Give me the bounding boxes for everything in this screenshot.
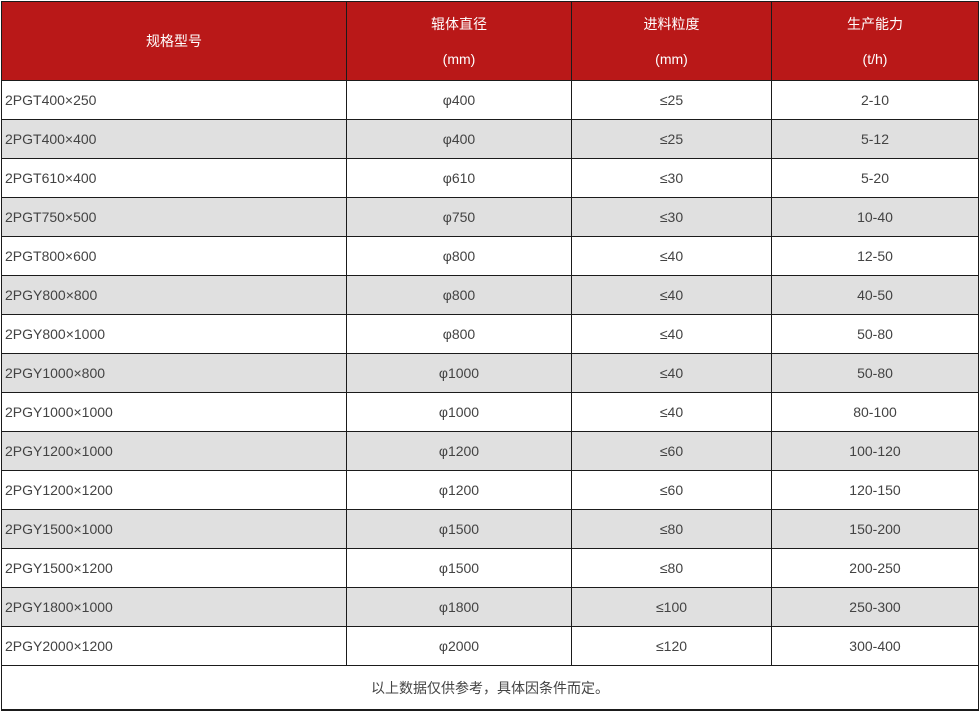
table-row: 2PGT400×400 φ400 ≤25 5-12	[1, 119, 979, 159]
header-row: 规格型号 辊体直径 (mm) 进料粒度 (mm) 生产能力 (t/h)	[1, 1, 979, 81]
value-cell: 10-40	[771, 197, 979, 237]
value-cell: 2-10	[771, 80, 979, 120]
value-cell: ≤60	[571, 431, 772, 471]
model-cell: 2PGT610×400	[1, 158, 347, 198]
value-cell: ≤60	[571, 470, 772, 510]
model-cell: 2PGY1000×1000	[1, 392, 347, 432]
value-cell: φ1500	[346, 509, 572, 549]
header-roller-diameter-label: 辊体直径	[431, 15, 487, 32]
value-cell: φ1200	[346, 431, 572, 471]
table-row: 2PGY1200×1000 φ1200 ≤60 100-120	[1, 431, 979, 471]
value-cell: ≤80	[571, 548, 772, 588]
model-cell: 2PGY1500×1200	[1, 548, 347, 588]
header-feed-size-label: 进料粒度	[643, 15, 700, 32]
value-cell: φ610	[346, 158, 572, 198]
value-cell: φ800	[346, 275, 572, 315]
value-cell: 40-50	[771, 275, 979, 315]
table-row: 2PGY1000×800 φ1000 ≤40 50-80	[1, 353, 979, 393]
value-cell: 120-150	[771, 470, 979, 510]
value-cell: φ1800	[346, 587, 572, 627]
value-cell: ≤30	[571, 197, 772, 237]
value-cell: φ750	[346, 197, 572, 237]
value-cell: 100-120	[771, 431, 979, 471]
model-cell: 2PGT750×500	[1, 197, 347, 237]
value-cell: ≤80	[571, 509, 772, 549]
table-row: 2PGT400×250 φ400 ≤25 2-10	[1, 80, 979, 120]
value-cell: φ1200	[346, 470, 572, 510]
value-cell: φ1000	[346, 353, 572, 393]
model-cell: 2PGY1000×800	[1, 353, 347, 393]
value-cell: 5-12	[771, 119, 979, 159]
value-cell: ≤40	[571, 353, 772, 393]
value-cell: ≤40	[571, 314, 772, 354]
spec-table-body: 2PGT400×250 φ400 ≤25 2-10 2PGT400×400 φ400 ≤25…	[1, 80, 979, 666]
model-cell: 2PGT400×400	[1, 119, 347, 159]
table-row: 2PGY1200×1200 φ1200 ≤60 120-150	[1, 470, 979, 510]
footnote-row: 以上数据仅供参考，具体因条件而定。	[1, 665, 979, 711]
value-cell: ≤25	[571, 80, 772, 120]
model-cell: 2PGT800×600	[1, 236, 347, 276]
footnote: 以上数据仅供参考，具体因条件而定。	[1, 665, 979, 711]
value-cell: φ1500	[346, 548, 572, 588]
model-cell: 2PGY1200×1200	[1, 470, 347, 510]
header-feed-size-unit: (mm)	[655, 50, 688, 67]
value-cell: 50-80	[771, 353, 979, 393]
value-cell: φ400	[346, 80, 572, 120]
value-cell: 150-200	[771, 509, 979, 549]
header-capacity: 生产能力 (t/h)	[771, 1, 979, 81]
spec-table-footer: 以上数据仅供参考，具体因条件而定。	[1, 665, 979, 711]
value-cell: 200-250	[771, 548, 979, 588]
model-cell: 2PGY800×1000	[1, 314, 347, 354]
model-cell: 2PGY1500×1000	[1, 509, 347, 549]
table-row: 2PGY800×1000 φ800 ≤40 50-80	[1, 314, 979, 354]
value-cell: ≤40	[571, 236, 772, 276]
header-capacity-label: 生产能力	[847, 15, 903, 32]
header-capacity-unit: (t/h)	[862, 50, 888, 67]
header-roller-diameter: 辊体直径 (mm)	[346, 1, 572, 81]
value-cell: φ2000	[346, 626, 572, 666]
value-cell: φ800	[346, 314, 572, 354]
value-cell: 250-300	[771, 587, 979, 627]
table-row: 2PGT750×500 φ750 ≤30 10-40	[1, 197, 979, 237]
model-cell: 2PGY800×800	[1, 275, 347, 315]
value-cell: ≤25	[571, 119, 772, 159]
header-roller-diameter-unit: (mm)	[442, 50, 476, 67]
table-row: 2PGY2000×1200 φ2000 ≤120 300-400	[1, 626, 979, 666]
value-cell: 80-100	[771, 392, 979, 432]
header-model: 规格型号	[1, 1, 347, 81]
header-model-label: 规格型号	[146, 33, 202, 49]
value-cell: 12-50	[771, 236, 979, 276]
value-cell: 300-400	[771, 626, 979, 666]
value-cell: ≤40	[571, 392, 772, 432]
model-cell: 2PGY2000×1200	[1, 626, 347, 666]
value-cell: ≤100	[571, 587, 772, 627]
model-cell: 2PGT400×250	[1, 80, 347, 120]
model-cell: 2PGY1200×1000	[1, 431, 347, 471]
table-row: 2PGY800×800 φ800 ≤40 40-50	[1, 275, 979, 315]
table-row: 2PGY1500×1200 φ1500 ≤80 200-250	[1, 548, 979, 588]
table-row: 2PGY1800×1000 φ1800 ≤100 250-300	[1, 587, 979, 627]
spec-table-header: 规格型号 辊体直径 (mm) 进料粒度 (mm) 生产能力 (t/h)	[1, 1, 979, 81]
header-feed-size: 进料粒度 (mm)	[571, 1, 772, 81]
value-cell: ≤120	[571, 626, 772, 666]
value-cell: ≤40	[571, 275, 772, 315]
table-row: 2PGT800×600 φ800 ≤40 12-50	[1, 236, 979, 276]
value-cell: 5-20	[771, 158, 979, 198]
model-cell: 2PGY1800×1000	[1, 587, 347, 627]
table-row: 2PGT610×400 φ610 ≤30 5-20	[1, 158, 979, 198]
value-cell: φ800	[346, 236, 572, 276]
table-row: 2PGY1500×1000 φ1500 ≤80 150-200	[1, 509, 979, 549]
value-cell: φ1000	[346, 392, 572, 432]
table-row: 2PGY1000×1000 φ1000 ≤40 80-100	[1, 392, 979, 432]
value-cell: φ400	[346, 119, 572, 159]
value-cell: 50-80	[771, 314, 979, 354]
value-cell: ≤30	[571, 158, 772, 198]
